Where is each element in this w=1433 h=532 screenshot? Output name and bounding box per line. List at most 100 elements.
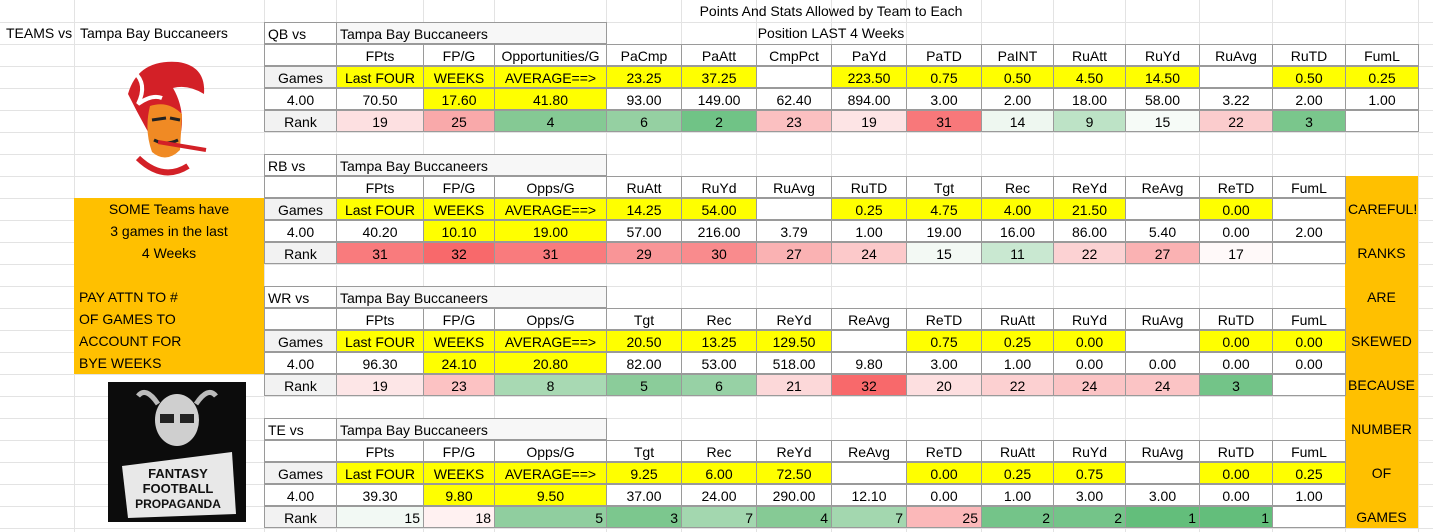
note-text: 3 games in the last (110, 223, 228, 239)
row-label: Rank (264, 110, 337, 132)
header-cell: RuTD (1272, 44, 1346, 66)
header-cell: ReTD (1199, 176, 1273, 198)
value-cell: 5.40 (1125, 220, 1200, 242)
games-cell: 0.50 (1272, 66, 1346, 88)
note-text: ACCOUNT FOR (79, 333, 182, 349)
rank-cell: 27 (756, 242, 832, 264)
value-cell: 9.80 (831, 352, 907, 374)
row-label: Games (264, 198, 337, 220)
gridline (0, 132, 1433, 133)
header-cell: RuAtt (981, 440, 1054, 462)
games-cell: Last FOUR (336, 462, 424, 484)
gridline (0, 154, 1433, 155)
row-label: Rank (264, 242, 337, 264)
rank-cell: 17 (1199, 242, 1273, 264)
header-cell: FP/G (423, 440, 495, 462)
value-cell: 24.00 (681, 484, 757, 506)
header-cell: PaINT (981, 44, 1054, 66)
value-cell: 3.22 (1199, 88, 1273, 110)
games-count: 4.00 (264, 352, 337, 374)
section-label: TE vs (264, 418, 337, 440)
gridline (264, 0, 265, 532)
rank-cell: 32 (831, 374, 907, 396)
games-cell (831, 462, 907, 484)
rank-cell: 7 (831, 506, 907, 528)
games-cell: 0.25 (831, 198, 907, 220)
rank-cell: 18 (423, 506, 495, 528)
rank-cell: 27 (1125, 242, 1200, 264)
gridline (0, 286, 1433, 287)
games-cell: 0.75 (1053, 462, 1126, 484)
value-cell: 1.00 (831, 220, 907, 242)
note-text: RANKS (1357, 245, 1406, 261)
rank-cell: 29 (606, 242, 682, 264)
rank-cell: 21 (756, 374, 832, 396)
rank-cell: 30 (681, 242, 757, 264)
header-cell: RuAvg (1199, 44, 1273, 66)
rank-cell (1272, 506, 1346, 528)
right-note (1345, 176, 1418, 528)
note-text: OF (1371, 465, 1392, 481)
value-cell: 62.40 (756, 88, 832, 110)
rank-cell: 4 (494, 110, 607, 132)
games-cell: 0.25 (981, 330, 1054, 352)
value-cell: 894.00 (831, 88, 907, 110)
games-cell (1125, 198, 1200, 220)
rank-cell: 6 (606, 110, 682, 132)
note-text: BYE WEEKS (79, 355, 162, 371)
header-cell: ReAvg (1125, 176, 1200, 198)
goat-text: FOOTBALL (143, 481, 214, 496)
rank-cell: 22 (1053, 242, 1126, 264)
value-cell: 1.00 (981, 484, 1054, 506)
games-count: 4.00 (264, 88, 337, 110)
games-cell (1199, 66, 1273, 88)
games-cell: 14.25 (606, 198, 682, 220)
header-cell: Tgt (606, 308, 682, 330)
games-cell: 54.00 (681, 198, 757, 220)
value-cell: 149.00 (681, 88, 757, 110)
gridline (0, 396, 1433, 397)
gridline (831, 0, 832, 532)
rank-cell: 15 (906, 242, 982, 264)
subtitle: Position LAST 4 Weeks (757, 25, 905, 41)
games-cell: WEEKS (423, 66, 495, 88)
rank-cell: 5 (494, 506, 607, 528)
row-label: Rank (264, 506, 337, 528)
rank-cell: 20 (906, 374, 982, 396)
rank-cell: 3 (1199, 374, 1273, 396)
value-cell: 3.00 (1053, 484, 1126, 506)
games-cell: AVERAGE==> (494, 462, 607, 484)
games-cell: 0.75 (906, 66, 982, 88)
games-cell: 72.50 (756, 462, 832, 484)
header-cell: RuAtt (606, 176, 682, 198)
games-cell: 0.00 (1199, 330, 1273, 352)
games-cell: 0.00 (1199, 462, 1273, 484)
value-cell: 24.10 (423, 352, 495, 374)
gridline (981, 0, 982, 532)
note-text: SOME Teams have (108, 201, 230, 217)
note-text: OF GAMES TO (79, 311, 176, 327)
rank-cell: 6 (681, 374, 757, 396)
header-cell: Rec (981, 176, 1054, 198)
gridline (606, 0, 607, 532)
value-cell: 41.80 (494, 88, 607, 110)
games-cell: 0.25 (981, 462, 1054, 484)
rank-cell: 2 (681, 110, 757, 132)
rank-cell: 25 (906, 506, 982, 528)
games-cell: 223.50 (831, 66, 907, 88)
goat-image: FANTASY FOOTBALL PROPAGANDA (108, 382, 246, 522)
games-cell: 9.25 (606, 462, 682, 484)
games-cell: Last FOUR (336, 66, 424, 88)
games-count: 4.00 (264, 220, 337, 242)
row-label: Rank (264, 374, 337, 396)
header-cell: FumL (1272, 176, 1346, 198)
section-label: WR vs (264, 286, 337, 308)
value-cell: 216.00 (681, 220, 757, 242)
gridline (1053, 0, 1054, 532)
value-cell: 58.00 (1125, 88, 1200, 110)
header-cell: RuAtt (1053, 44, 1126, 66)
value-cell: 12.10 (831, 484, 907, 506)
row-label: Games (264, 330, 337, 352)
section-label: QB vs (264, 22, 337, 44)
